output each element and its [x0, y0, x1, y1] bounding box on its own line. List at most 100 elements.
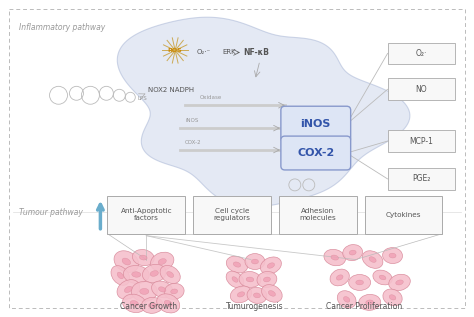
Ellipse shape: [233, 262, 241, 267]
Ellipse shape: [227, 256, 247, 273]
Ellipse shape: [157, 294, 180, 313]
Text: Cytokines: Cytokines: [386, 212, 421, 218]
Polygon shape: [117, 17, 410, 207]
Ellipse shape: [349, 275, 371, 290]
Ellipse shape: [389, 295, 396, 300]
Ellipse shape: [237, 292, 245, 297]
Ellipse shape: [230, 286, 252, 303]
Ellipse shape: [254, 293, 260, 298]
Ellipse shape: [268, 291, 275, 296]
Ellipse shape: [167, 272, 173, 277]
Ellipse shape: [379, 275, 386, 280]
Ellipse shape: [160, 265, 180, 283]
Text: Tumour pathway: Tumour pathway: [18, 208, 82, 217]
Text: NOX2 NADPH: NOX2 NADPH: [148, 87, 194, 93]
Ellipse shape: [139, 255, 147, 260]
Ellipse shape: [260, 257, 282, 274]
FancyBboxPatch shape: [108, 196, 185, 234]
Ellipse shape: [359, 294, 381, 310]
Ellipse shape: [344, 297, 350, 302]
Ellipse shape: [232, 277, 238, 282]
FancyBboxPatch shape: [388, 168, 456, 190]
Ellipse shape: [324, 249, 346, 266]
Ellipse shape: [247, 288, 267, 303]
Ellipse shape: [130, 301, 138, 306]
FancyBboxPatch shape: [365, 196, 442, 234]
Ellipse shape: [366, 300, 374, 305]
Text: O₂·⁻: O₂·⁻: [197, 49, 211, 55]
Text: MCP-1: MCP-1: [410, 137, 433, 146]
Ellipse shape: [349, 250, 356, 255]
Ellipse shape: [383, 289, 402, 306]
Ellipse shape: [158, 287, 166, 292]
Ellipse shape: [245, 254, 265, 269]
FancyBboxPatch shape: [388, 130, 456, 152]
FancyBboxPatch shape: [388, 42, 456, 64]
Ellipse shape: [330, 269, 349, 286]
Ellipse shape: [226, 271, 244, 288]
Text: Anti-Apoptotic
factors: Anti-Apoptotic factors: [120, 208, 172, 221]
Text: iNOS: iNOS: [301, 119, 331, 129]
Ellipse shape: [132, 272, 141, 277]
Ellipse shape: [267, 263, 274, 268]
Ellipse shape: [122, 258, 130, 265]
Ellipse shape: [151, 252, 174, 271]
Ellipse shape: [373, 270, 392, 285]
Text: Inflammatory pathway: Inflammatory pathway: [18, 23, 105, 32]
Ellipse shape: [125, 286, 132, 293]
Ellipse shape: [132, 249, 154, 266]
Ellipse shape: [337, 275, 343, 280]
FancyBboxPatch shape: [388, 78, 456, 100]
Ellipse shape: [246, 277, 254, 282]
Ellipse shape: [262, 285, 282, 302]
FancyBboxPatch shape: [281, 106, 351, 142]
Ellipse shape: [331, 255, 338, 260]
Ellipse shape: [369, 257, 376, 262]
Ellipse shape: [143, 264, 166, 283]
FancyBboxPatch shape: [279, 196, 356, 234]
Ellipse shape: [164, 300, 172, 306]
Text: COX-2: COX-2: [297, 148, 334, 158]
Ellipse shape: [148, 303, 156, 308]
Text: NO: NO: [416, 85, 427, 94]
Text: Cell cycle
regulators: Cell cycle regulators: [213, 208, 251, 221]
Ellipse shape: [117, 280, 140, 299]
Ellipse shape: [171, 289, 178, 294]
Text: Adhesion
molecules: Adhesion molecules: [300, 208, 336, 221]
Ellipse shape: [239, 271, 261, 288]
Text: Oxidase: Oxidase: [200, 95, 222, 100]
Text: PGE₂: PGE₂: [412, 174, 431, 184]
Ellipse shape: [150, 271, 158, 276]
Text: ROS: ROS: [168, 48, 182, 53]
Ellipse shape: [131, 281, 157, 301]
Ellipse shape: [389, 253, 396, 258]
Text: Cancer Proliferation: Cancer Proliferation: [327, 302, 403, 311]
Ellipse shape: [356, 280, 364, 285]
Ellipse shape: [383, 248, 402, 263]
Ellipse shape: [164, 283, 184, 300]
Text: COX-2: COX-2: [185, 140, 202, 145]
Ellipse shape: [264, 277, 270, 282]
Text: NF-κB: NF-κB: [243, 48, 269, 57]
Ellipse shape: [337, 291, 356, 308]
Ellipse shape: [158, 259, 166, 264]
FancyBboxPatch shape: [281, 136, 351, 170]
Ellipse shape: [257, 271, 277, 288]
FancyBboxPatch shape: [193, 196, 271, 234]
Ellipse shape: [140, 288, 149, 294]
Ellipse shape: [122, 294, 146, 313]
Ellipse shape: [252, 259, 258, 264]
Ellipse shape: [111, 266, 130, 285]
Text: iNOS: iNOS: [185, 118, 199, 123]
Text: Cancer Growth: Cancer Growth: [120, 302, 177, 311]
Text: O₂·: O₂·: [416, 49, 427, 58]
Ellipse shape: [396, 280, 403, 285]
Ellipse shape: [343, 244, 363, 261]
Ellipse shape: [362, 251, 383, 268]
Ellipse shape: [117, 272, 123, 279]
Ellipse shape: [114, 251, 138, 272]
Text: LPS: LPS: [137, 96, 147, 101]
Ellipse shape: [123, 266, 149, 283]
Ellipse shape: [389, 274, 410, 291]
Text: ERK: ERK: [222, 49, 236, 55]
